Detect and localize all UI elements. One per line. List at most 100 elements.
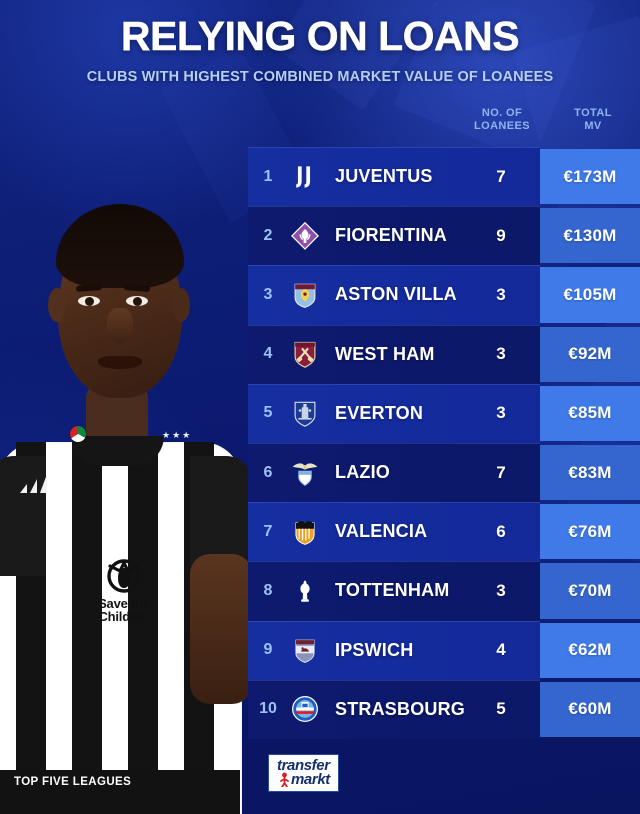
row-divider — [248, 620, 540, 622]
club-name: STRASBOURG — [335, 698, 466, 719]
row-loanees: 7 — [496, 462, 506, 482]
row-loanees: 3 — [496, 403, 506, 423]
transfermarkt-line-2: markt — [291, 771, 330, 788]
row-mv-value: €60M — [568, 699, 612, 719]
footer-note: TOP FIVE LEAGUES — [14, 776, 132, 788]
row-rank: 5 — [263, 404, 273, 422]
club-name: TOTTENHAM — [335, 580, 450, 601]
row-loanees: 5 — [496, 699, 506, 719]
row-rank: 3 — [263, 285, 273, 303]
club-crest — [288, 278, 322, 312]
row-divider — [248, 324, 540, 326]
club-crest — [288, 692, 322, 726]
club-name: FIORENTINA — [335, 225, 447, 246]
row-loanees: 4 — [496, 640, 506, 660]
row-loanees: 3 — [496, 580, 506, 600]
club-name: WEST HAM — [335, 343, 435, 364]
row-rank: 7 — [263, 522, 273, 540]
table-row[interactable]: 1 JUVENTUS 7 €173M — [248, 147, 640, 207]
club-name: IPSWICH — [335, 639, 414, 660]
club-crest — [288, 337, 322, 371]
row-divider — [248, 442, 540, 444]
row-divider — [248, 679, 540, 681]
row-mv-value: €62M — [568, 640, 612, 660]
row-mv-cell: €70M — [540, 563, 640, 619]
club-crest — [288, 633, 322, 667]
table-row[interactable]: 5 EVERTON 3 €85M — [248, 383, 640, 443]
table-row[interactable]: 6 LAZIO 7 €83M — [248, 442, 640, 503]
row-mv-cell: €92M — [540, 326, 640, 382]
row-mv-cell: €60M — [540, 681, 640, 737]
row-mv-value: €130M — [563, 225, 617, 245]
sponsor-line-1: Save the — [98, 596, 150, 611]
aston-villa-crest-icon — [294, 283, 316, 308]
row-divider — [248, 383, 540, 385]
club-name: EVERTON — [335, 402, 424, 423]
row-rank: 4 — [263, 345, 273, 363]
everton-crest-icon — [294, 402, 316, 428]
row-loanees: 3 — [496, 284, 506, 304]
table-row[interactable]: 7 VALENCIA 6 €76M — [248, 502, 640, 562]
page-title: RELYING ON LOANS — [120, 13, 520, 59]
row-mv-value: €105M — [563, 284, 617, 304]
club-crest — [288, 160, 322, 194]
table-row[interactable]: 2 FIORENTINA 9 €130M — [248, 206, 640, 266]
row-divider — [248, 206, 540, 208]
row-mv-cell: €83M — [540, 444, 640, 501]
club-name: VALENCIA — [335, 521, 428, 542]
jersey-sponsor: Save the Children — [82, 554, 166, 623]
row-band — [248, 442, 540, 503]
row-mv-cell: €173M — [540, 149, 640, 205]
club-crest — [288, 515, 322, 549]
column-headers: NO. OF LOANEES TOTAL MV — [0, 107, 640, 145]
strasbourg-crest-icon — [292, 696, 318, 723]
ipswich-crest-icon — [295, 639, 315, 664]
row-band — [248, 147, 540, 207]
row-mv-value: €92M — [568, 344, 612, 364]
row-mv-cell: €76M — [540, 504, 640, 560]
juventus-crest-icon — [296, 166, 311, 188]
valencia-crest-icon — [295, 520, 315, 545]
row-mv-cell: €105M — [540, 267, 640, 323]
table-row[interactable]: 9 IPSWICH 4 €62M — [248, 620, 640, 680]
club-name: ASTON VILLA — [335, 284, 457, 305]
table-row[interactable]: 10 STRASBOURG 5 €60M — [248, 679, 640, 739]
row-divider — [248, 147, 540, 148]
row-mv-cell: €62M — [540, 622, 640, 678]
fiorentina-crest-icon — [291, 221, 319, 250]
row-rank: 10 — [259, 700, 277, 718]
row-loanees: 7 — [496, 166, 506, 186]
table-row[interactable]: 3 ASTON VILLA 3 €105M — [248, 265, 640, 325]
west-ham-crest-icon — [294, 342, 316, 368]
row-mv-value: €85M — [568, 403, 612, 423]
scudetto-stars-icon: ★★★ — [162, 430, 193, 440]
italy-badge-icon — [70, 426, 86, 442]
table-row[interactable]: 4 WEST HAM 3 €92M — [248, 324, 640, 384]
tottenham-crest-icon — [300, 580, 310, 602]
column-header-loanees: NO. OF LOANEES — [460, 107, 544, 133]
row-mv-value: €83M — [568, 462, 612, 482]
column-header-loanees-line1: NO. OF — [481, 107, 523, 119]
row-divider — [248, 561, 540, 563]
row-divider — [248, 265, 540, 267]
save-the-children-icon — [104, 554, 144, 594]
club-crest — [288, 219, 322, 253]
table-row[interactable]: 8 TOTTENHAM 3 €70M — [248, 561, 640, 621]
row-mv-value: €173M — [563, 166, 617, 186]
column-header-mv: TOTAL MV — [553, 107, 633, 133]
transfermarkt-logo: transfer markt — [268, 754, 339, 792]
column-header-mv-line2: MV — [584, 120, 602, 132]
transfermarkt-line-1: transfer — [277, 757, 330, 774]
row-mv-cell: €85M — [540, 385, 640, 441]
player-photo: ★★★ Save the Children — [0, 84, 252, 814]
row-rank: 9 — [263, 641, 273, 659]
header: RELYING ON LOANS CLUBS WITH HIGHEST COMB… — [0, 13, 640, 85]
row-band — [248, 561, 540, 621]
row-mv-value: €70M — [568, 580, 612, 600]
club-name: LAZIO — [335, 462, 390, 483]
column-header-loanees-line2: LOANEES — [474, 120, 530, 132]
lazio-crest-icon — [292, 462, 318, 486]
page-subtitle: CLUBS WITH HIGHEST COMBINED MARKET VALUE… — [86, 69, 554, 85]
column-header-mv-line1: TOTAL — [574, 107, 612, 119]
row-loanees: 6 — [496, 521, 506, 541]
